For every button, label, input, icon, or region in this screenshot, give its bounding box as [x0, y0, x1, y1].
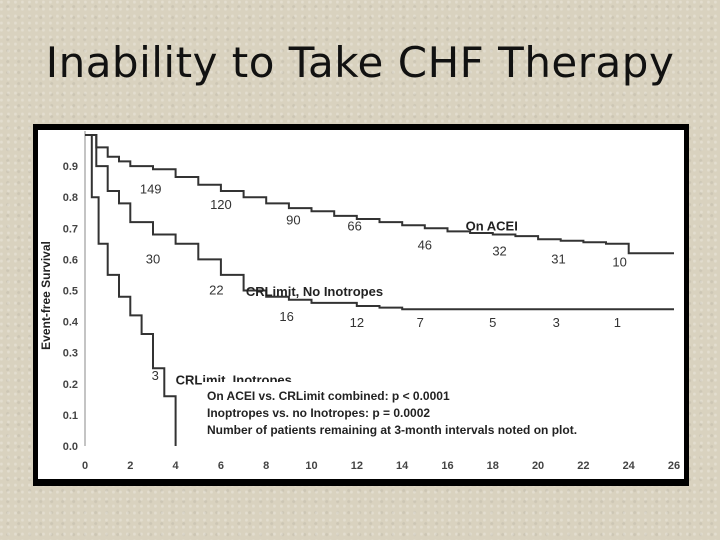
- annotation-line: Inoptropes vs. no Inotropes: p = 0.0002: [207, 406, 430, 420]
- y-tick-label: 0.6: [63, 254, 78, 266]
- x-tick-label: 2: [127, 460, 133, 472]
- y-tick-label: 0.8: [63, 192, 78, 204]
- at-risk-count: 120: [210, 197, 232, 212]
- x-tick-label: 10: [305, 460, 317, 472]
- y-tick-label: 0.3: [63, 348, 78, 360]
- km-survival-chart: 0.00.10.20.30.40.50.60.70.80.90 2 4 6 8 10 12 1…: [38, 130, 684, 479]
- at-risk-count: 3: [152, 368, 159, 383]
- series-label: On ACEI: [466, 219, 518, 234]
- annotation-background: [203, 382, 683, 448]
- series-line: [85, 134, 177, 446]
- y-tick-label: 0.7: [63, 223, 78, 235]
- series-layer: [85, 134, 674, 446]
- x-tick-label: 22: [577, 460, 589, 472]
- y-tick-label: 0.1: [63, 410, 78, 422]
- y-tick-label: 0.2: [63, 379, 78, 391]
- x-tick-label: 6: [218, 460, 224, 472]
- series-line: [85, 134, 674, 255]
- x-tick-label: 4: [173, 460, 180, 472]
- series-label: CRLimit, No Inotropes: [246, 284, 383, 299]
- slide-title: Inability to Take CHF Therapy: [45, 38, 675, 87]
- annotation-line: Number of patients remaining at 3-month …: [207, 423, 577, 437]
- at-risk-count: 30: [146, 251, 160, 266]
- x-tick-label: 16: [441, 460, 453, 472]
- at-risk-count: 12: [350, 315, 364, 330]
- at-risk-count: 3: [553, 315, 560, 330]
- at-risk-count: 46: [418, 237, 432, 252]
- x-tick-label: 0: [82, 460, 88, 472]
- at-risk-count: 32: [492, 244, 506, 259]
- annotation-box: On ACEI vs. CRLimit combined: p < 0.0001…: [203, 382, 683, 448]
- y-tick-label: 0.5: [63, 286, 78, 298]
- at-risk-count: 90: [286, 213, 300, 228]
- at-risk-count: 31: [551, 251, 565, 266]
- y-axis-label: Event-free Survival: [39, 241, 53, 350]
- at-risk-count: 10: [612, 255, 626, 270]
- y-tick-label: 0.9: [63, 161, 78, 173]
- axes: 0.00.10.20.30.40.50.60.70.80.90 2 4 6 8 10 12 1…: [39, 131, 680, 472]
- x-tick-label: 18: [487, 460, 499, 472]
- at-risk-count: 22: [209, 283, 223, 298]
- y-tick-label: 0.0: [63, 441, 78, 453]
- at-risk-count: 1: [614, 315, 621, 330]
- x-tick-label: 24: [623, 460, 636, 472]
- y-tick-label: 0.4: [63, 317, 79, 329]
- x-tick-label: 20: [532, 460, 544, 472]
- x-tick-label: 12: [351, 460, 363, 472]
- at-risk-count: 7: [417, 315, 424, 330]
- x-tick-label: 8: [263, 460, 269, 472]
- series-line: [85, 134, 674, 311]
- annotation-line: On ACEI vs. CRLimit combined: p < 0.0001: [207, 389, 450, 403]
- at-risk-count: 16: [279, 309, 293, 324]
- at-risk-count: 66: [347, 219, 361, 234]
- at-risk-count: 5: [489, 315, 496, 330]
- chart-frame: 0.0 0.1 0.2 0.3 0.4 0.5 0.6 0.7 0.8 0.9 0 2 4 6 8 10 12 1…: [33, 124, 689, 486]
- at-risk-count: 149: [140, 181, 162, 196]
- x-tick-label: 14: [396, 460, 409, 472]
- x-tick-label: 26: [668, 460, 680, 472]
